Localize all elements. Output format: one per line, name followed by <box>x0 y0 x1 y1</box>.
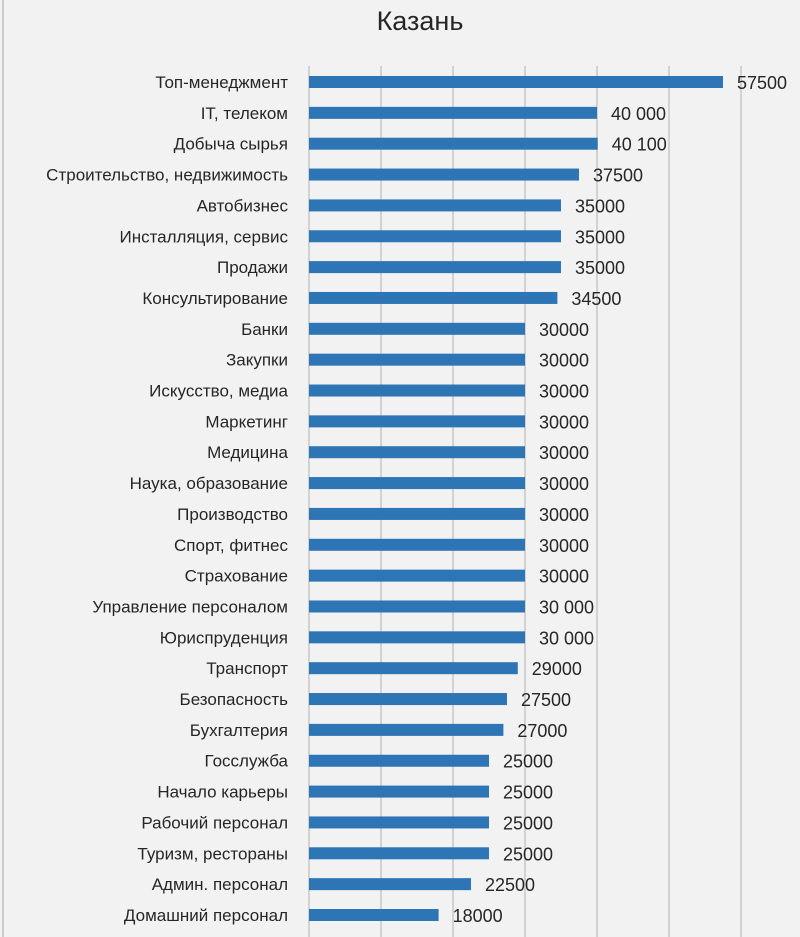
category-label: Банки <box>241 320 288 339</box>
data-label: 30000 <box>539 382 589 402</box>
data-label: 27500 <box>521 690 571 710</box>
category-label: Искусство, медиа <box>149 382 288 401</box>
data-label: 30000 <box>539 443 589 463</box>
bar <box>309 662 518 675</box>
bar <box>309 76 723 88</box>
data-label: 30 000 <box>539 597 594 617</box>
bar <box>309 507 525 520</box>
bar <box>309 230 561 243</box>
bar <box>309 353 525 366</box>
category-label: Страхование <box>185 567 288 586</box>
bar <box>309 199 561 212</box>
bar <box>309 446 525 459</box>
bar <box>309 477 525 490</box>
data-label: 37500 <box>593 166 643 186</box>
category-label: Продажи <box>217 258 288 277</box>
category-label: Туризм, рестораны <box>137 844 288 863</box>
category-label: Наука, образование <box>130 474 288 493</box>
data-label: 40 100 <box>612 135 667 155</box>
data-label: 30000 <box>539 320 589 340</box>
data-label: 22500 <box>485 875 535 895</box>
bar <box>309 878 471 891</box>
data-label: 25000 <box>503 813 553 833</box>
category-label: Рабочий персонал <box>141 813 288 832</box>
category-label: Спорт, фитнес <box>174 536 288 555</box>
data-label: 35000 <box>575 258 625 278</box>
category-label: Управление персоналом <box>92 597 288 616</box>
bar <box>309 415 525 428</box>
category-label: Производство <box>177 505 288 524</box>
data-label: 30000 <box>539 505 589 525</box>
bar <box>309 291 558 304</box>
category-label: IT, телеком <box>201 104 288 123</box>
bar <box>309 137 598 150</box>
category-label: Начало карьеры <box>157 783 288 802</box>
data-label: 35000 <box>575 227 625 247</box>
data-label: 30000 <box>539 412 589 432</box>
bar <box>309 384 525 397</box>
data-label: 30000 <box>539 351 589 371</box>
bar <box>309 569 525 582</box>
data-label: 30 000 <box>539 628 594 648</box>
data-label: 30000 <box>539 536 589 556</box>
category-label: Закупки <box>226 351 288 370</box>
data-label: 57500 <box>737 73 787 93</box>
data-label: 25000 <box>503 783 553 803</box>
category-label: Маркетинг <box>205 412 288 431</box>
data-label: 25000 <box>503 844 553 864</box>
category-label: Инсталляция, сервис <box>119 227 288 246</box>
category-label: Строительство, недвижимость <box>46 166 288 185</box>
bar <box>309 631 525 644</box>
category-label: Бухгалтерия <box>190 721 288 740</box>
bar <box>309 322 525 335</box>
category-label: Автобизнес <box>197 196 289 215</box>
category-label: Домашний персонал <box>124 906 288 925</box>
bar <box>309 816 489 829</box>
bar <box>309 261 561 274</box>
bar <box>309 693 507 706</box>
data-label: 18000 <box>453 906 503 926</box>
data-label: 29000 <box>532 659 582 679</box>
bar <box>309 106 597 119</box>
data-label: 27000 <box>517 721 567 741</box>
bar <box>309 538 525 551</box>
data-label: 30000 <box>539 474 589 494</box>
bar <box>309 600 525 613</box>
category-label: Транспорт <box>206 659 288 678</box>
bar <box>309 847 489 860</box>
category-label: Топ-менеджмент <box>155 73 288 92</box>
data-label: 25000 <box>503 752 553 772</box>
chart-title: Казань <box>377 6 464 36</box>
category-label: Медицина <box>207 443 288 462</box>
category-label: Админ. персонал <box>152 875 288 894</box>
category-label: Безопасность <box>180 690 289 709</box>
category-label: Юриспруденция <box>160 628 288 647</box>
bar <box>309 754 489 767</box>
category-label: Госслужба <box>205 752 289 771</box>
data-label: 30000 <box>539 567 589 587</box>
category-label: Добыча сырья <box>174 135 288 154</box>
data-label: 40 000 <box>611 104 666 124</box>
bar <box>309 723 504 736</box>
category-label: Консультирование <box>142 289 288 308</box>
data-label: 34500 <box>571 289 621 309</box>
data-label: 35000 <box>575 196 625 216</box>
bar <box>309 168 579 181</box>
bar <box>309 909 439 921</box>
bar <box>309 785 489 798</box>
